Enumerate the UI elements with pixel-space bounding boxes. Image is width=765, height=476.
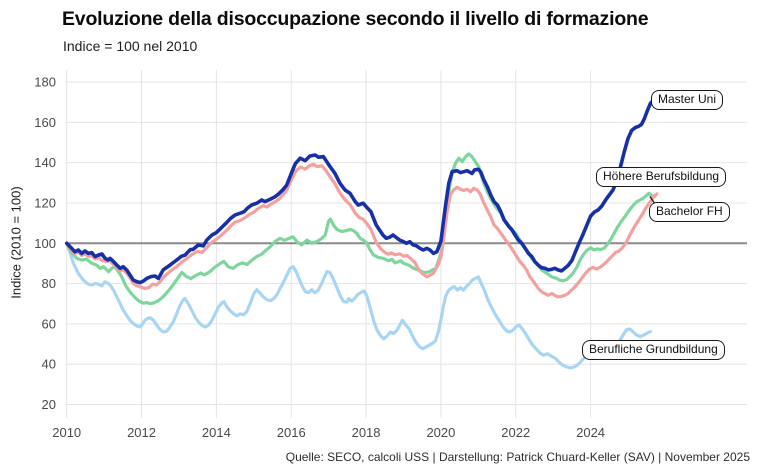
x-tick-label: 2022 — [501, 425, 530, 440]
chart-title: Evoluzione della disoccupazione secondo … — [62, 8, 649, 30]
series-line-master-uni — [64, 98, 656, 285]
chart-subtitle: Indice = 100 nel 2010 — [63, 38, 198, 54]
y-tick-label: 140 — [34, 155, 56, 170]
y-tick-label: 80 — [42, 276, 56, 291]
series-label-box: Berufliche Grundbildung — [582, 340, 725, 360]
y-tick-label: 120 — [34, 195, 56, 210]
series-label-box: Höhere Berufsbildung — [596, 167, 727, 187]
y-tick-label: 20 — [42, 397, 56, 412]
y-tick-label: 180 — [34, 75, 56, 90]
series-label-box: Master Uni — [651, 90, 724, 110]
y-tick-label: 60 — [42, 316, 56, 331]
x-tick-label: 2020 — [426, 425, 455, 440]
x-tick-label: 2010 — [52, 425, 81, 440]
y-tick-label: 160 — [34, 115, 56, 130]
x-tick-label: 2024 — [576, 425, 605, 440]
source-attribution: Quelle: SECO, calcoli USS | Darstellung:… — [285, 450, 750, 464]
y-tick-label: 40 — [42, 357, 56, 372]
series-label-box: Bachelor FH — [649, 202, 730, 222]
series-line-h-here-berufsbildung — [65, 162, 659, 299]
series-line-bachelor-fh — [65, 152, 657, 306]
series-line-berufliche-grundbildung — [65, 241, 653, 370]
x-tick-label: 2018 — [352, 425, 381, 440]
x-tick-label: 2016 — [277, 425, 306, 440]
x-tick-label: 2014 — [202, 425, 231, 440]
y-tick-label: 100 — [34, 236, 56, 251]
x-tick-label: 2012 — [127, 425, 156, 440]
